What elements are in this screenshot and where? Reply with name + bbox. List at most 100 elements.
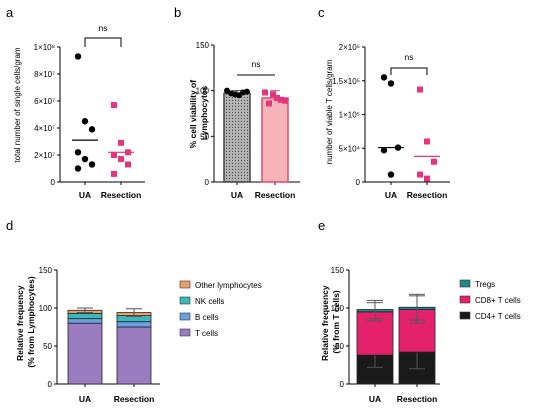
panel-d-cat-resection: Resection [114,394,155,404]
panel-e-letter: e [318,218,325,233]
data-point [417,86,423,93]
panel-c-axes: 0 5×10⁴ 1×10⁵ 1.5×10⁵ 2×10⁵ [332,43,450,187]
panel-a-axes: 0 2×10⁷ 4×10⁷ 6×10⁷ 8×10⁷ 1×10⁸ [34,43,145,187]
legend-label: CD4+ T cells [475,312,521,321]
panel-b-letter: b [174,5,181,20]
data-point [278,96,284,103]
panel-d-letter: d [6,218,13,233]
y-tick-label: 100 [331,304,345,313]
data-point [424,138,430,145]
legend-swatch [179,328,191,337]
data-point [88,161,96,168]
panel-a: a 0 2×10⁷ 4×10⁷ 6×10⁷ 8×10⁷ 1×10⁸ total numbe… [6,5,145,200]
panel-e-ylabel-line2: (% from T cells) [331,290,341,353]
y-tick-label: 4×10⁷ [34,124,55,133]
panel-e-marks [356,293,436,385]
panel-d-ylabel-line1: Relative frequency [15,285,25,361]
panel-e-ylabel: Relative frequency (% from T cells) [320,283,341,361]
panel-a-significance: ns [84,23,122,47]
panel-e-legend: Tregs CD8+ T cells CD4+ T cells [459,279,521,321]
legend-swatch [459,279,471,288]
y-tick-label: 100 [39,304,53,313]
data-point [81,118,89,125]
data-point [111,102,117,109]
legend-label: CD8+ T cells [475,296,521,305]
legend-label: NK cells [195,297,224,306]
stacked-segment [67,312,103,320]
stacked-segment [67,322,103,385]
panel-d-ylabel: Relative frequency (% from Lymphocytes) [15,276,36,367]
legend-label: T cells [195,329,218,338]
panel-b-ylabel: % cell viability of Lymphocytes [188,78,209,149]
data-point [424,175,430,182]
panel-a-cat-resection: Resection [101,190,142,200]
y-tick-label: 0 [48,380,53,389]
data-point [387,80,395,87]
stacked-segment [116,326,152,385]
legend-label: B cells [195,313,219,322]
panel-d: d 0 50 100 150 Relative frequency (% from L… [6,218,262,404]
y-tick-label: 0 [205,178,210,187]
y-tick-label: 0 [51,178,56,187]
y-tick-label: 5×10⁴ [339,144,361,153]
panel-b-cat-ua: UA [231,190,243,200]
panel-b-cat-resection: Resection [255,190,296,200]
panel-a-letter: a [6,5,14,20]
stacked-segment [67,318,103,324]
data-point [111,170,117,177]
panel-b-significance: ns [237,59,275,76]
data-point [431,158,437,165]
panel-c-significance: ns [390,52,428,75]
data-point [274,94,280,101]
data-point [266,100,272,107]
panel-c-letter: c [318,5,325,20]
y-tick-label: 8×10⁷ [34,70,55,79]
panel-d-ylabel-line2: (% from Lymphocytes) [26,276,36,367]
data-point [74,165,82,172]
panel-a-ns: ns [99,23,108,33]
y-tick-label: 1×10⁸ [34,43,55,52]
panel-e-cat-resection: Resection [397,394,438,404]
data-point [270,91,276,98]
data-point [244,88,250,95]
panel-a-cat-ua: UA [79,190,91,200]
panel-e-ylabel-line1: Relative frequency [320,285,330,361]
y-tick-label: 50 [335,342,344,351]
bar [223,92,251,183]
data-point [380,147,388,154]
y-tick-label: 150 [196,41,210,50]
data-point [387,171,395,178]
legend-swatch [179,296,191,305]
legend-swatch [179,280,191,289]
y-tick-label: 6×10⁷ [34,97,55,106]
data-point [111,152,117,158]
y-tick-label: 1×10⁵ [339,111,360,120]
panel-d-marks [67,307,152,385]
legend-swatch [459,311,471,320]
stacked-segment [116,321,152,328]
data-point [74,149,82,156]
y-tick-label: 0 [340,380,345,389]
y-tick-label: 150 [39,266,53,275]
panel-e-cat-ua: UA [369,394,381,404]
panel-b: b 0 50 100 150 % cell viability of Lymphocy… [174,5,300,200]
panel-c-cat-ua: UA [385,190,397,200]
y-tick-label: 50 [200,132,209,141]
panel-d-cat-ua: UA [79,394,91,404]
data-point [262,89,268,96]
data-point [118,139,124,146]
panel-a-ylabel: total number of single cells/gram [13,47,22,163]
panel-c-ns: ns [405,52,414,62]
panel-c-ylabel: number of viable T cells/gram [325,59,334,164]
y-tick-label: 2×10⁷ [34,151,55,160]
panel-b-ylabel-line1: % cell viability of [188,80,198,149]
legend-swatch [459,295,471,304]
panel-b-marks [223,87,289,183]
panel-c-cat-resection: Resection [407,190,448,200]
panel-b-ylabel-line2: Lymphocytes [199,85,209,140]
panel-a-marks [72,53,134,177]
y-tick-label: 2×10⁵ [339,43,360,52]
y-tick-label: 150 [331,266,345,275]
data-point [380,74,388,81]
